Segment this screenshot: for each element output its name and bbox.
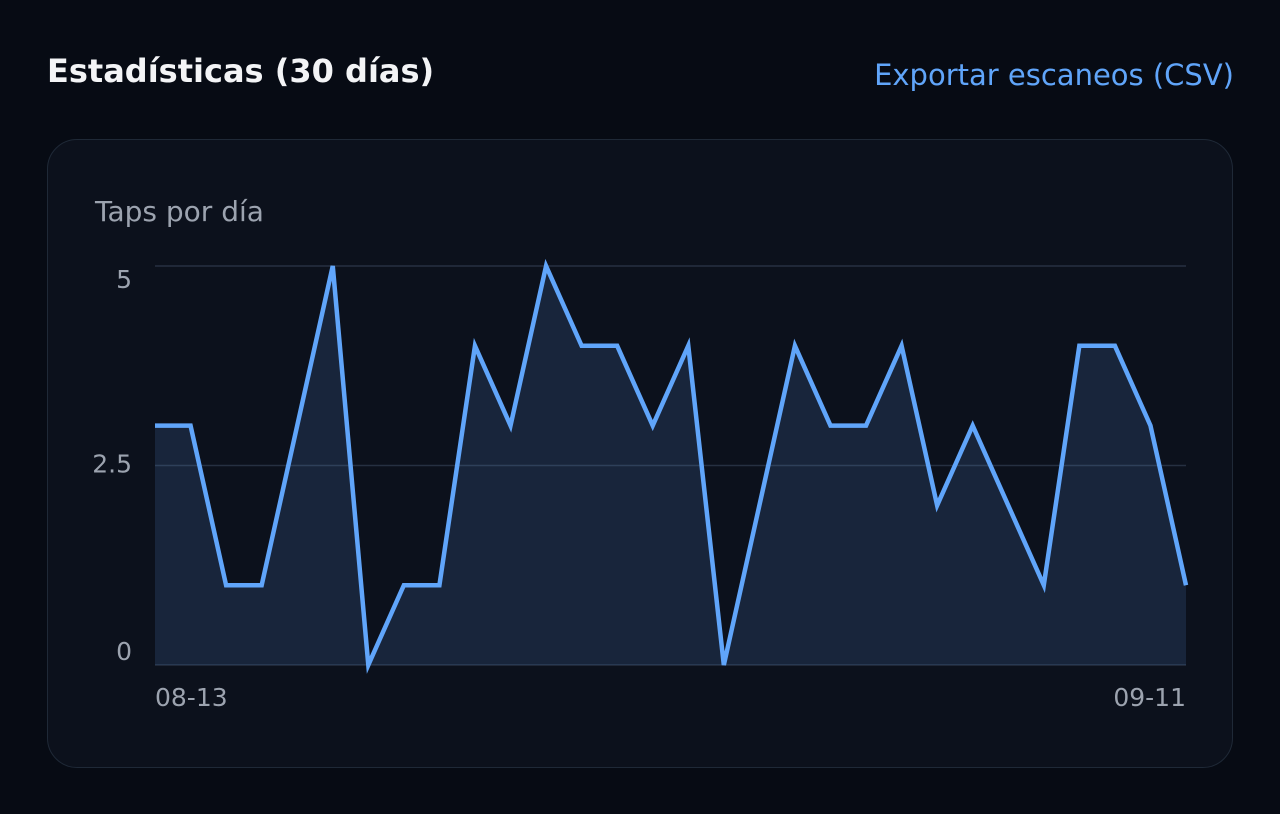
export-link[interactable]: Exportar escaneos (CSV) bbox=[874, 58, 1234, 92]
x-tick-label: 09-11 bbox=[1113, 683, 1186, 712]
chart-title: Taps por día bbox=[94, 195, 264, 228]
y-tick-label: 0 bbox=[116, 637, 132, 666]
y-tick-label: 5 bbox=[116, 265, 132, 294]
line bbox=[155, 258, 1189, 674]
section-title: Estadísticas (30 días) bbox=[47, 52, 435, 90]
y-tick-label: 2.5 bbox=[92, 450, 132, 479]
area bbox=[155, 266, 1186, 665]
chart-card bbox=[47, 139, 1233, 768]
x-tick-label: 08-13 bbox=[155, 683, 228, 712]
